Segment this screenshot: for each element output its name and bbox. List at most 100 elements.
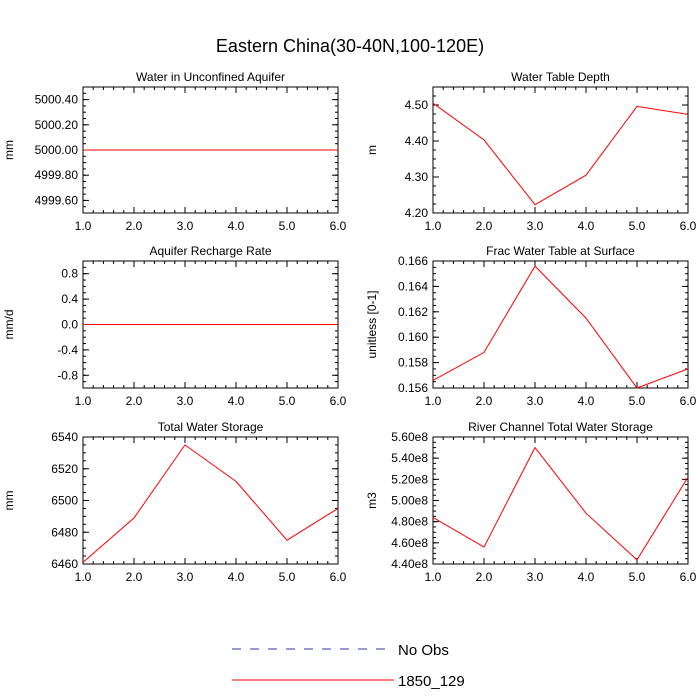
x-tick-label: 6.0	[680, 219, 697, 233]
y-axis-label: mm/d	[2, 310, 16, 340]
y-tick-label: 4999.60	[35, 193, 79, 207]
y-tick-label: 4999.80	[35, 168, 79, 182]
y-tick-label: 4.60e8	[391, 536, 428, 550]
x-tick-label: 4.0	[578, 394, 595, 408]
y-axis-label: m3	[365, 492, 379, 509]
plot-frame	[432, 436, 689, 565]
x-tick-label: 2.0	[476, 394, 493, 408]
panel-title: Water Table Depth	[511, 70, 610, 84]
y-tick-label: 4.40	[405, 134, 429, 148]
y-tick-label: 0.162	[398, 305, 428, 319]
y-tick-label: 4.50	[405, 98, 429, 112]
plot-frame	[432, 86, 689, 214]
x-tick-label: 4.0	[228, 570, 245, 584]
panels: Water in Unconfined Aquifer 1.0 2.0 3.0 4.0 5…	[2, 70, 697, 584]
x-tick-label: 4.0	[578, 570, 595, 584]
y-tick-label: 6460	[51, 557, 78, 571]
panel-5: Total Water Storage 1.0 2.0 3.0 4.0 5.0 6.0 646…	[2, 420, 347, 584]
y-axis-label: mm	[2, 140, 16, 160]
y-axis-label: unitless [0-1]	[365, 290, 379, 358]
x-tick-label: 2.0	[126, 219, 143, 233]
y-tick-label: 5000.20	[35, 118, 79, 132]
plot-frame	[82, 436, 339, 565]
x-tick-label: 1.0	[425, 570, 442, 584]
x-tick-label: 2.0	[126, 570, 143, 584]
x-tick-label: 3.0	[177, 219, 194, 233]
x-tick-label: 5.0	[629, 570, 646, 584]
y-tick-label: -0.4	[57, 343, 78, 357]
x-tick-label: 3.0	[527, 394, 544, 408]
x-tick-label: 6.0	[680, 394, 697, 408]
y-tick-label: 0.8	[61, 267, 78, 281]
y-tick-label: 0.158	[398, 356, 428, 370]
panel-1: Water in Unconfined Aquifer 1.0 2.0 3.0 4.0 5…	[2, 70, 347, 233]
x-tick-label: 5.0	[279, 219, 296, 233]
x-tick-label: 5.0	[629, 219, 646, 233]
x-tick-label: 4.0	[228, 394, 245, 408]
x-tick-label: 3.0	[177, 394, 194, 408]
x-tick-label: 5.0	[629, 394, 646, 408]
y-tick-label: 5.60e8	[391, 430, 428, 444]
panel-2: Water Table Depth 1.0 2.0 3.0 4.0 5.0 6.0 4.20 4…	[365, 70, 697, 233]
x-tick-label: 1.0	[425, 394, 442, 408]
x-tick-label: 1.0	[425, 219, 442, 233]
y-tick-label: 6500	[51, 494, 78, 508]
legend-model-label: 1850_129	[398, 673, 465, 690]
y-tick-label: 5000.40	[35, 93, 79, 107]
y-tick-label: 5.00e8	[391, 494, 428, 508]
y-tick-label: 4.80e8	[391, 515, 428, 529]
panel-6: River Channel Total Water Storage 1.0 2.0 3…	[365, 420, 697, 584]
plot-frame	[432, 260, 689, 389]
y-tick-label: 5000.00	[35, 143, 79, 157]
legend-obs-label: No Obs	[398, 642, 449, 659]
x-tick-label: 2.0	[476, 570, 493, 584]
y-tick-label: 0.166	[398, 254, 428, 268]
x-tick-label: 3.0	[177, 570, 194, 584]
figure-title: Eastern China(30-40N,100-120E)	[216, 36, 484, 56]
y-tick-label: -0.8	[57, 368, 78, 382]
y-tick-label: 5.40e8	[391, 451, 428, 465]
x-tick-label: 4.0	[578, 219, 595, 233]
y-axis-label: mm	[2, 491, 16, 511]
y-tick-label: 0.4	[61, 292, 78, 306]
y-tick-label: 6520	[51, 462, 78, 476]
y-tick-label: 6480	[51, 525, 78, 539]
y-tick-label: 4.30	[405, 170, 429, 184]
x-tick-label: 6.0	[680, 570, 697, 584]
y-tick-label: 4.20	[405, 206, 429, 220]
x-tick-label: 3.0	[527, 219, 544, 233]
x-tick-label: 1.0	[75, 394, 92, 408]
x-tick-label: 1.0	[75, 570, 92, 584]
x-tick-label: 5.0	[279, 570, 296, 584]
series-line	[432, 446, 689, 561]
x-tick-label: 6.0	[330, 570, 347, 584]
y-tick-label: 4.40e8	[391, 557, 428, 571]
panel-3: Aquifer Recharge Rate 1.0 2.0 3.0 4.0 5.0 6.0 -…	[2, 244, 347, 408]
y-axis-label: m	[365, 145, 379, 155]
panel-4: Frac Water Table at Surface 1.0 2.0 3.0 4.0 5…	[365, 244, 697, 408]
panel-title: Aquifer Recharge Rate	[149, 244, 271, 258]
y-tick-label: 0.156	[398, 381, 428, 395]
panel-title: Water in Unconfined Aquifer	[136, 70, 285, 84]
series-line	[82, 444, 339, 563]
y-tick-label: 0.164	[398, 279, 428, 293]
series-line	[432, 102, 689, 206]
panel-title: Frac Water Table at Surface	[486, 244, 635, 258]
x-tick-label: 5.0	[279, 394, 296, 408]
y-tick-label: 5.20e8	[391, 472, 428, 486]
panel-title: River Channel Total Water Storage	[468, 420, 653, 434]
x-tick-label: 6.0	[330, 219, 347, 233]
y-tick-label: 0.160	[398, 330, 428, 344]
legend: No Obs 1850_129	[232, 642, 465, 690]
x-tick-label: 6.0	[330, 394, 347, 408]
x-tick-label: 4.0	[228, 219, 245, 233]
x-tick-label: 3.0	[527, 570, 544, 584]
series-line	[432, 265, 689, 389]
x-tick-label: 2.0	[126, 394, 143, 408]
x-tick-label: 1.0	[75, 219, 92, 233]
y-tick-label: 0.0	[61, 318, 78, 332]
y-tick-label: 6540	[51, 430, 78, 444]
panel-title: Total Water Storage	[158, 420, 264, 434]
x-tick-label: 2.0	[476, 219, 493, 233]
